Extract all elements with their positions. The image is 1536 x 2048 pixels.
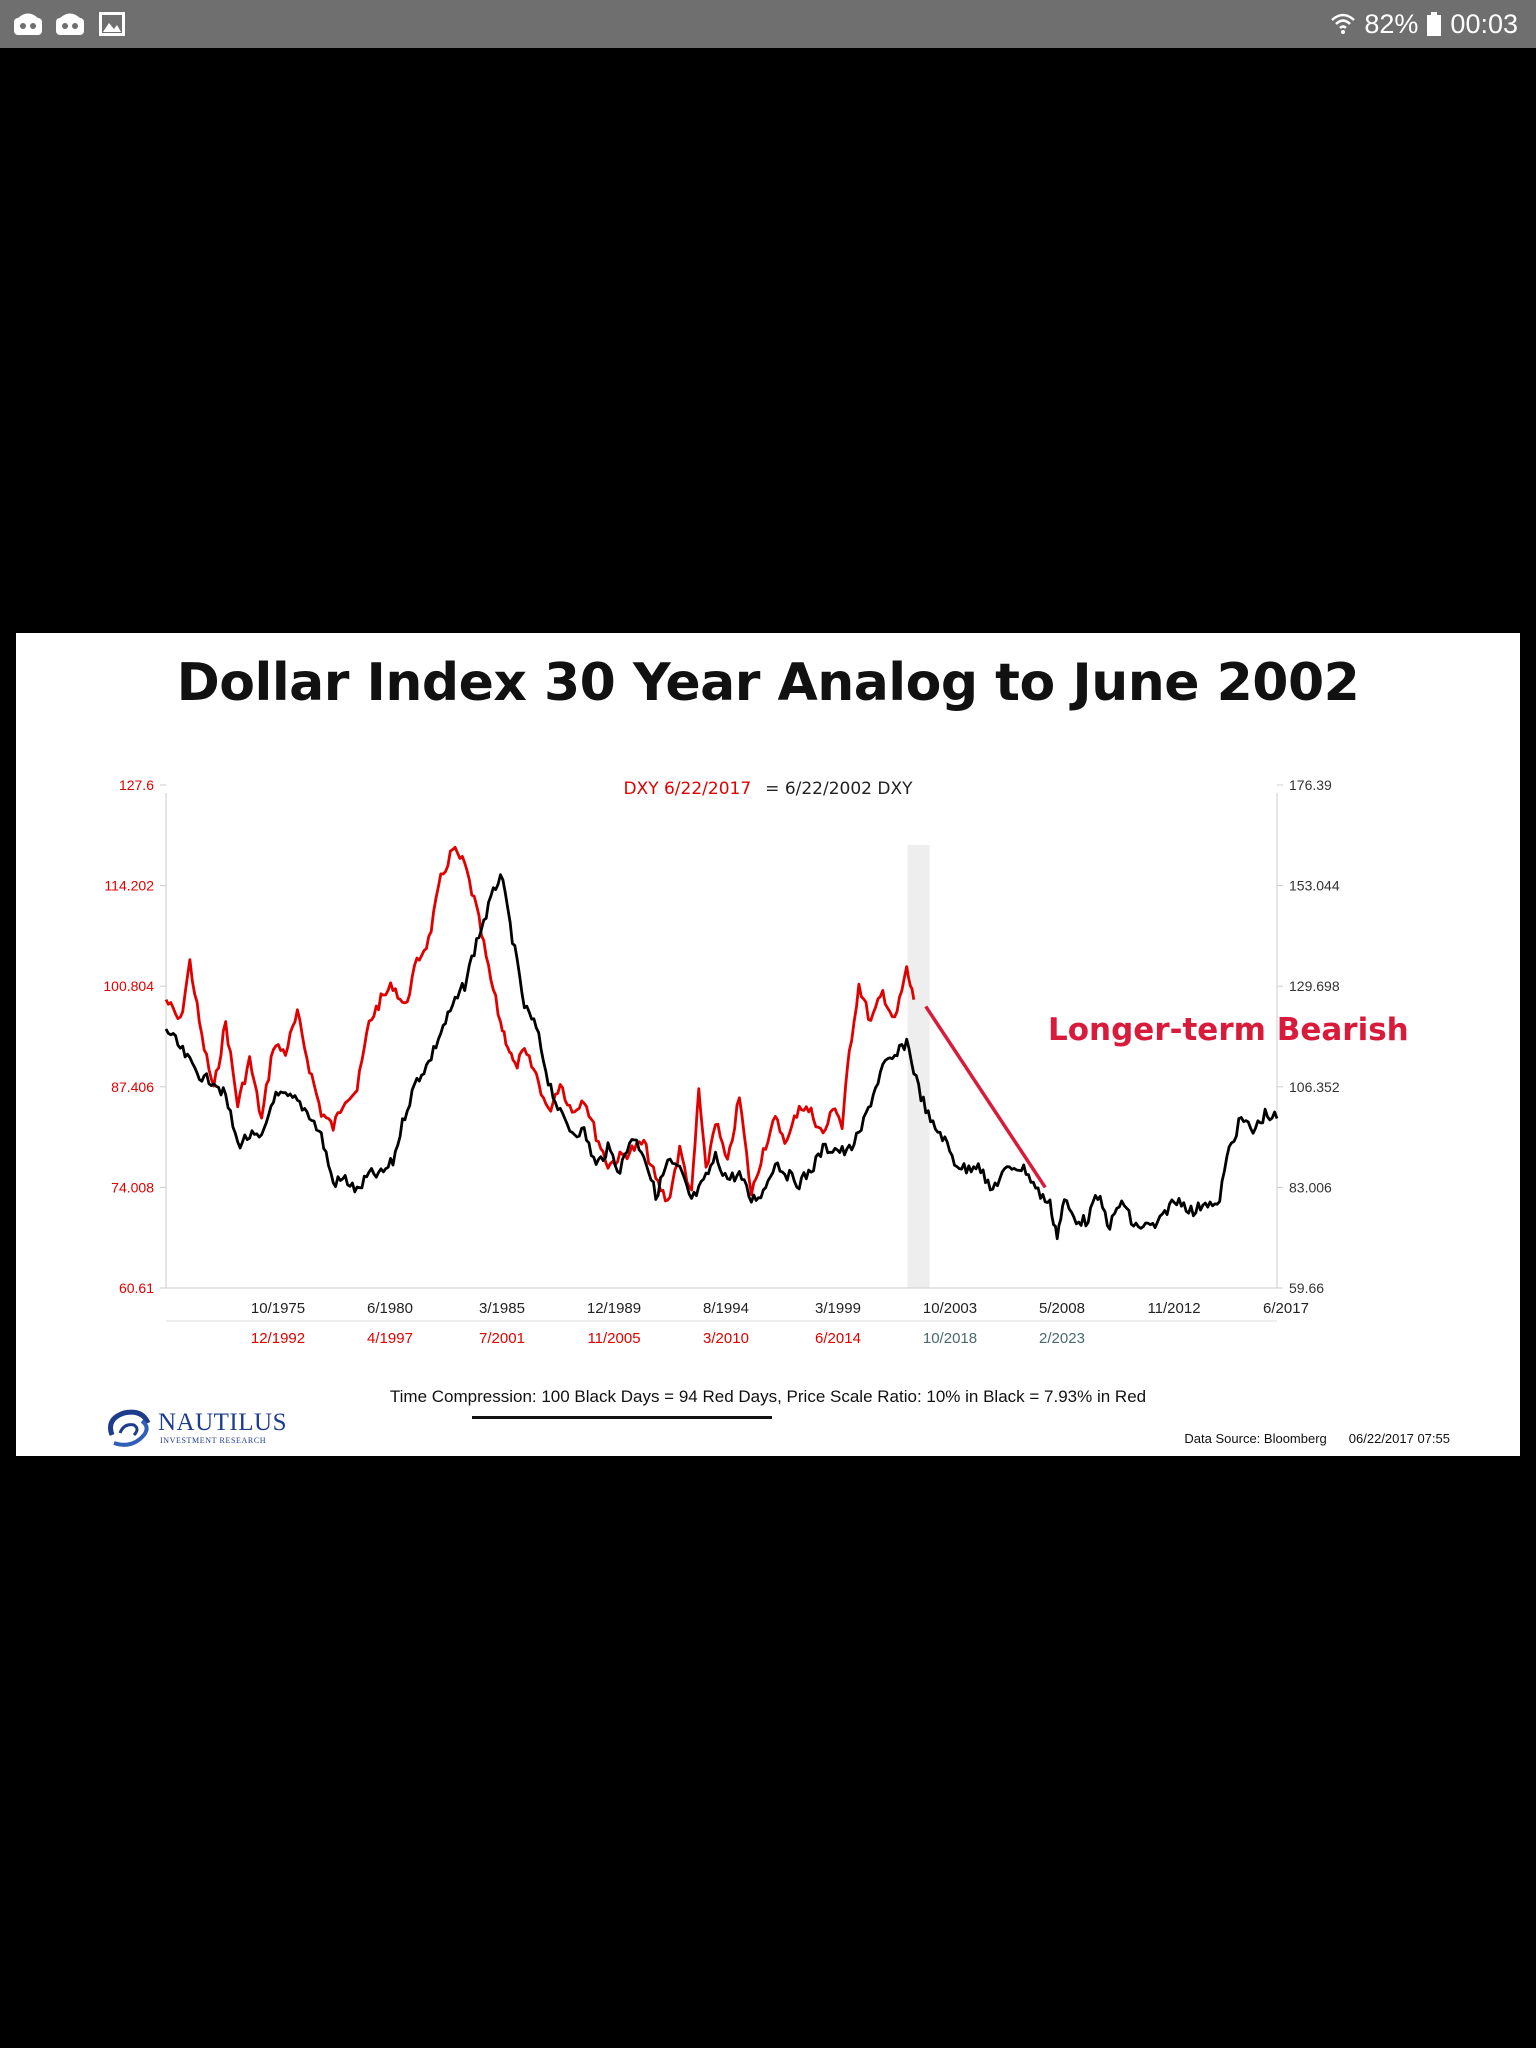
clock: 00:03 <box>1450 8 1518 39</box>
legend-black-series: = 6/22/2002 DXY <box>765 779 913 799</box>
right-tick-label: 153.044 <box>1289 878 1340 894</box>
left-tick-label: 87.406 <box>111 1079 154 1095</box>
series-red-line <box>164 845 916 1203</box>
x-tick-label-red: 10/2018 <box>923 1330 977 1347</box>
timestamp: 06/22/2017 07:55 <box>1348 1431 1450 1446</box>
annotation-longer-term-bearish: Longer-term Bearish <box>1048 1012 1409 1048</box>
note-underlined: 100 Black Days = 94 Red Days, <box>541 1387 782 1406</box>
x-tick-label-red: 12/1992 <box>251 1330 305 1347</box>
logo-subtitle: INVESTMENT RESEARCH <box>160 1436 267 1445</box>
x-tick-label-black: 6/1980 <box>367 1300 413 1317</box>
image-icon <box>99 12 125 36</box>
left-tick-label: 127.6 <box>119 777 154 793</box>
left-tick-label: 74.008 <box>111 1179 154 1195</box>
battery-icon <box>1427 12 1442 36</box>
nautilus-swirl-icon <box>108 1409 151 1447</box>
time-compression-note: Time Compression: 100 Black Days = 94 Re… <box>16 1387 1520 1407</box>
image-viewer[interactable]: Dollar Index 30 Year Analog to June 2002… <box>16 633 1520 1456</box>
legend-red-series: DXY 6/22/2017 <box>623 779 752 799</box>
series-black-line <box>164 873 1279 1241</box>
notification-icon <box>56 13 84 35</box>
note-underline <box>472 1416 772 1419</box>
x-tick-label-black: 11/2012 <box>1147 1300 1200 1317</box>
note-suffix: Price Scale Ratio: 10% in Black = 7.93% … <box>781 1387 1147 1406</box>
x-tick-label-black: 6/2017 <box>1263 1300 1309 1317</box>
chart-legend: DXY 6/22/2017 = 6/22/2002 DXY <box>16 779 1520 799</box>
x-tick-label-red: 2/2023 <box>1039 1330 1085 1347</box>
x-tick-label-black: 10/1975 <box>251 1300 305 1317</box>
x-tick-label-red: 3/2010 <box>703 1330 749 1347</box>
right-tick-label: 176.39 <box>1289 777 1332 793</box>
right-tick-label: 59.66 <box>1289 1280 1324 1296</box>
x-tick-label-black: 8/1994 <box>703 1300 749 1317</box>
x-tick-label-red: 4/1997 <box>367 1330 413 1347</box>
x-tick-label-black: 10/2003 <box>923 1300 977 1317</box>
data-source: Data Source: Bloomberg <box>1184 1431 1327 1446</box>
x-tick-label-black: 12/1989 <box>587 1300 641 1317</box>
chart-title: Dollar Index 30 Year Analog to June 2002 <box>176 653 1360 713</box>
left-tick-label: 60.61 <box>119 1280 154 1296</box>
nautilus-logo: NAUTILUS INVESTMENT RESEARCH <box>102 1405 332 1451</box>
chart-canvas: 127.6 114.202 100.804 87.406 74.008 60.61 176.… <box>103 777 1409 1347</box>
x-tick-label-red: 7/2001 <box>479 1330 525 1347</box>
notification-icon <box>14 13 42 35</box>
wifi-icon <box>1331 13 1356 34</box>
x-tick-label-red: 11/2005 <box>587 1330 640 1347</box>
x-tick-label-black: 5/2008 <box>1039 1300 1085 1317</box>
right-tick-label: 106.352 <box>1289 1079 1340 1095</box>
data-source-line: Data Source: Bloomberg 06/22/2017 07:55 <box>1184 1431 1450 1446</box>
note-prefix: Time Compression: <box>389 1387 542 1406</box>
right-tick-label: 83.006 <box>1289 1179 1332 1195</box>
status-bar: 82% 00:03 <box>0 0 1536 48</box>
x-tick-label-red: 6/2014 <box>815 1330 861 1347</box>
left-tick-label: 114.202 <box>104 878 154 894</box>
battery-percent: 82% <box>1364 8 1419 39</box>
right-tick-label: 129.698 <box>1289 978 1340 994</box>
x-tick-label-black: 3/1985 <box>479 1300 525 1317</box>
x-tick-label-black: 3/1999 <box>815 1300 861 1317</box>
logo-word: NAUTILUS <box>158 1409 287 1436</box>
bearish-trend-line <box>924 1005 1047 1189</box>
left-tick-label: 100.804 <box>103 978 154 994</box>
shaded-band <box>907 845 930 1288</box>
